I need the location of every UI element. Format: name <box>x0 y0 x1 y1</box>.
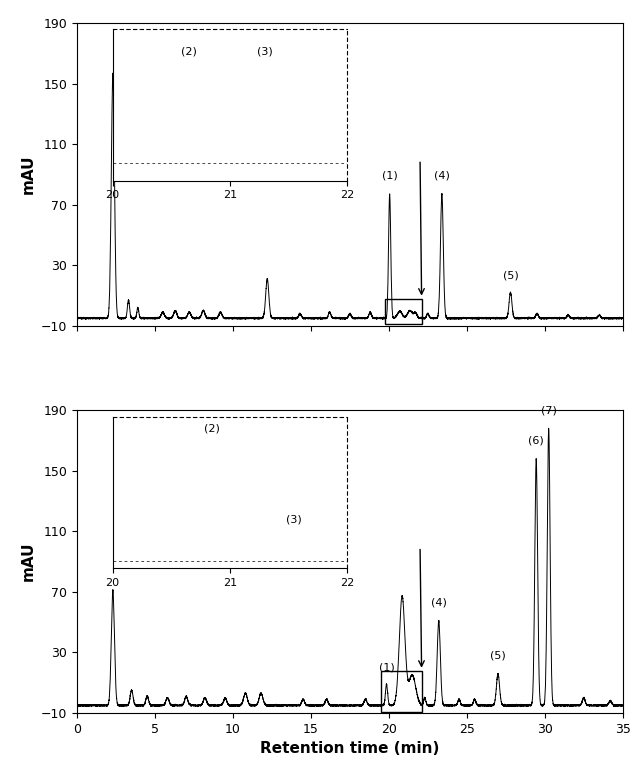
Bar <box>385 298 422 323</box>
Text: (1): (1) <box>382 170 397 181</box>
Text: (6): (6) <box>528 436 544 446</box>
Text: (4): (4) <box>434 170 450 181</box>
Text: CPE: CPE <box>121 41 159 60</box>
Text: (5): (5) <box>503 270 518 281</box>
Text: (7): (7) <box>541 405 557 415</box>
Text: (1): (1) <box>379 662 394 672</box>
Text: (5): (5) <box>490 650 506 660</box>
Y-axis label: mAU: mAU <box>21 542 35 581</box>
X-axis label: Retention time (min): Retention time (min) <box>260 741 440 756</box>
Text: Eb-CPE: Eb-CPE <box>121 429 192 446</box>
Text: (4): (4) <box>431 597 447 607</box>
Y-axis label: mAU: mAU <box>21 155 35 195</box>
Bar <box>381 670 422 712</box>
